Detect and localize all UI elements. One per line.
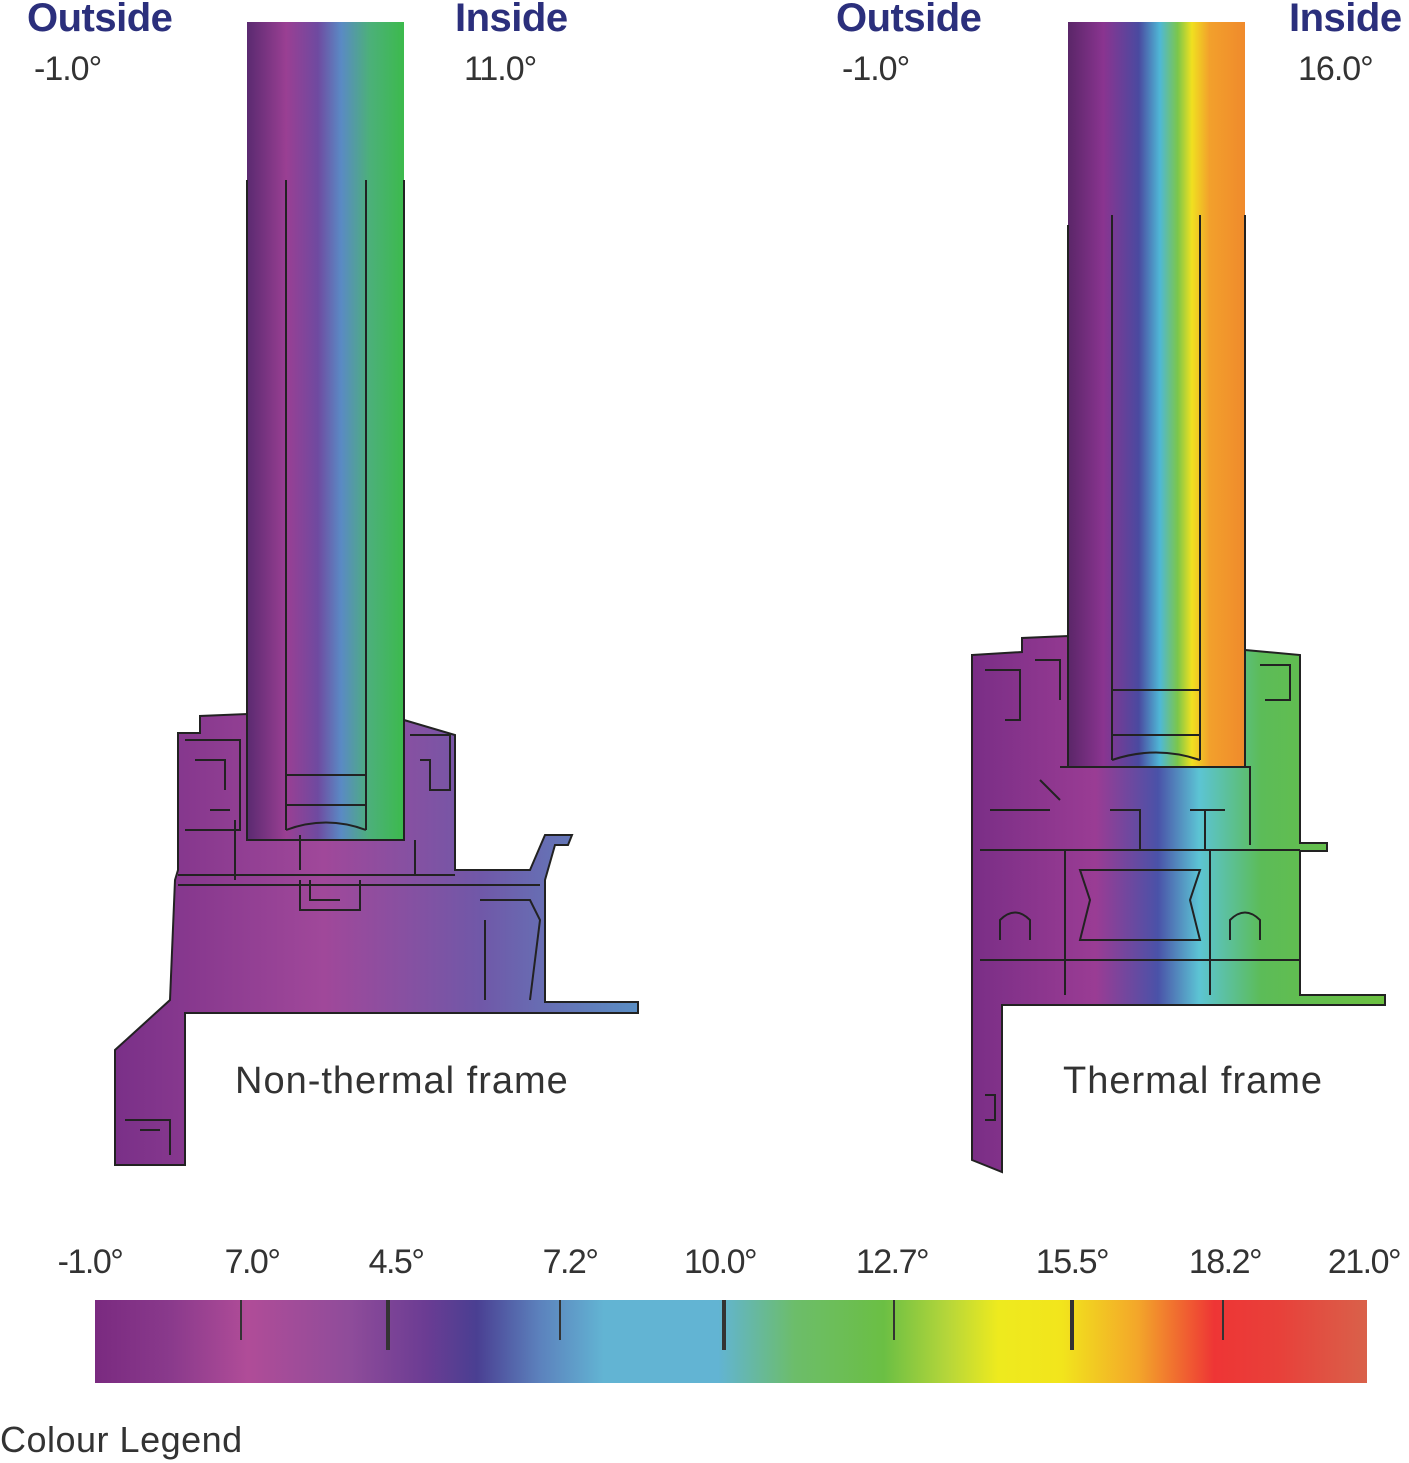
non-thermal-frame-section xyxy=(114,22,639,1166)
legend-tick-mark xyxy=(1070,1300,1074,1350)
left-frame-profile xyxy=(114,712,639,1166)
legend-tick-mark xyxy=(893,1300,895,1340)
right-outside-temp: -1.0° xyxy=(842,50,910,88)
legend-tick-mark xyxy=(386,1300,390,1350)
right-caption: Thermal frame xyxy=(1063,1060,1324,1102)
right-glass-unit xyxy=(1068,22,1245,767)
legend-tick-label: 12.7° xyxy=(855,1243,930,1281)
left-caption: Non-thermal frame xyxy=(235,1060,569,1102)
colour-legend-bar xyxy=(95,1300,1367,1383)
legend-tick-mark xyxy=(722,1300,726,1350)
legend-tick-label: 7.0° xyxy=(224,1243,281,1281)
legend-tick-mark xyxy=(559,1300,561,1340)
legend-tick-label: 18.2° xyxy=(1188,1243,1263,1281)
left-inside-temp: 11.0° xyxy=(464,50,537,88)
left-outside-label: Outside xyxy=(27,0,173,40)
right-inside-temp: 16.0° xyxy=(1298,50,1374,88)
left-glass-unit xyxy=(247,22,404,842)
legend-tick-label: 15.5° xyxy=(1035,1243,1110,1281)
legend-tick-label: 21.0° xyxy=(1327,1243,1402,1281)
legend-title: Colour Legend xyxy=(0,1419,243,1460)
left-outside-temp: -1.0° xyxy=(34,50,102,88)
left-inside-label: Inside xyxy=(455,0,568,40)
legend-tick-label: -1.0° xyxy=(57,1243,124,1281)
thermal-frame-section xyxy=(971,22,1386,1174)
right-inside-label: Inside xyxy=(1289,0,1402,40)
legend-tick-mark xyxy=(1222,1300,1224,1340)
legend-tick-label: 10.0° xyxy=(683,1243,758,1281)
legend-tick-mark xyxy=(240,1300,242,1340)
right-outside-label: Outside xyxy=(836,0,982,40)
legend-tick-label: 4.5° xyxy=(368,1243,425,1281)
legend-tick-label: 7.2° xyxy=(542,1243,599,1281)
